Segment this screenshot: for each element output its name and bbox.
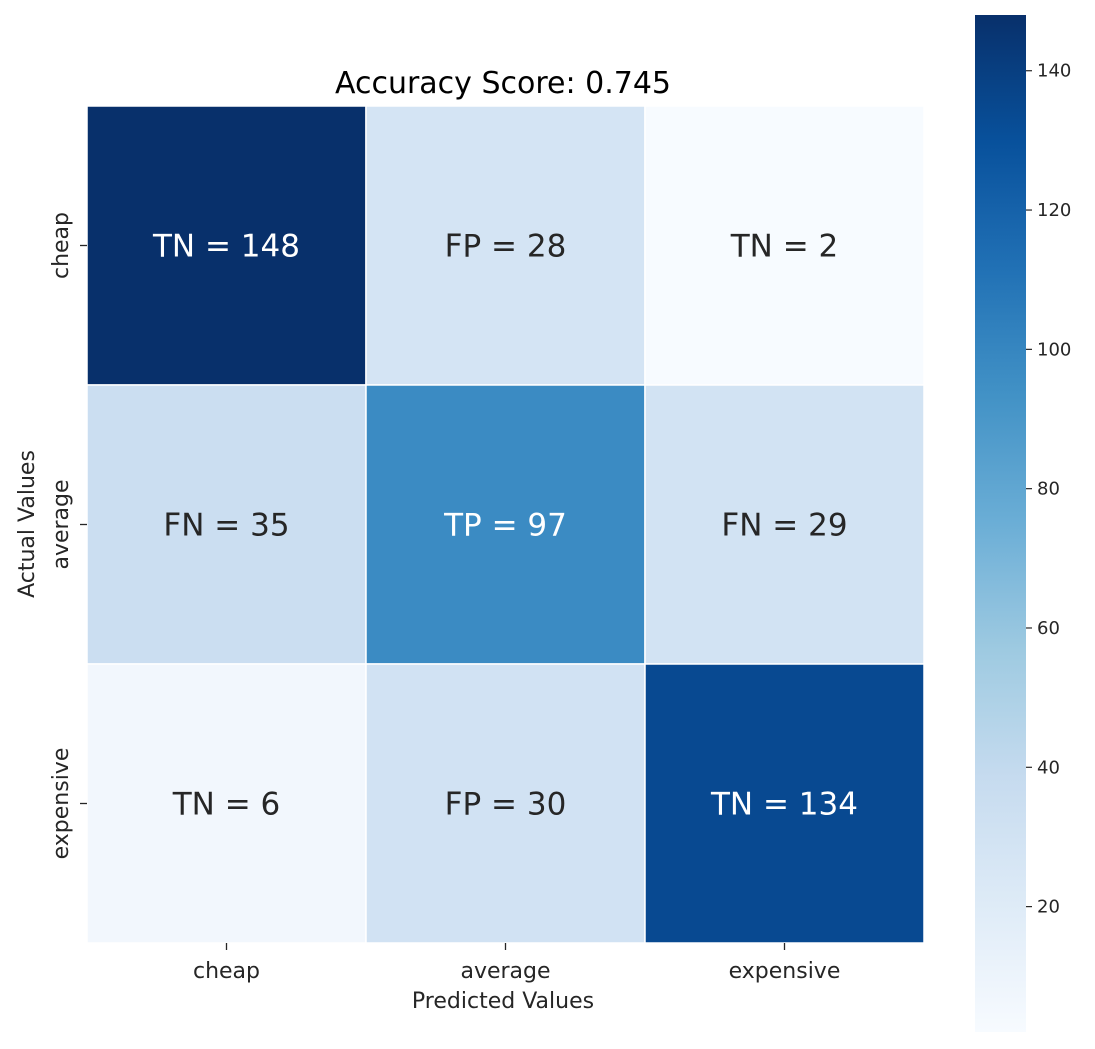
cell-annotation: TN = 6 bbox=[172, 787, 281, 823]
colorbar-tick-label: 60 bbox=[1037, 618, 1060, 639]
colorbar-tick-label: 80 bbox=[1037, 479, 1060, 500]
colorbar-ticks: 20 40 60 80 100 120 140 bbox=[1026, 61, 1071, 918]
colorbar-tick-label: 40 bbox=[1037, 757, 1060, 778]
x-axis-ticks: cheap average expensive bbox=[193, 943, 840, 984]
heatmap-cell bbox=[86, 663, 367, 944]
heatmap-cell bbox=[644, 384, 925, 665]
x-tick-label: average bbox=[460, 959, 550, 984]
heatmap-cell bbox=[365, 663, 646, 944]
y-tick-label: cheap bbox=[49, 212, 74, 279]
cell-annotation: FP = 30 bbox=[445, 787, 567, 823]
heatmap-cell bbox=[644, 105, 925, 386]
y-axis-label: Actual Values bbox=[15, 450, 40, 598]
x-tick-label: expensive bbox=[729, 959, 841, 984]
colorbar-tick-label: 20 bbox=[1037, 897, 1060, 918]
cell-annotation: TN = 148 bbox=[152, 229, 300, 265]
chart-title: Accuracy Score: 0.745 bbox=[335, 66, 671, 101]
y-tick-label: average bbox=[49, 479, 74, 569]
y-axis-ticks: cheap average expensive bbox=[49, 212, 87, 859]
heatmap-cell bbox=[365, 105, 646, 386]
heatmap-cells: TN = 148 FP = 28 TN = 2 FN = 35 TP = 97 FN = … bbox=[86, 105, 925, 944]
y-tick-label: expensive bbox=[49, 748, 74, 860]
cell-annotation: TP = 97 bbox=[443, 508, 567, 544]
heatmap-cell bbox=[86, 105, 367, 386]
cell-annotation: TN = 2 bbox=[730, 229, 839, 265]
cell-annotation: FP = 28 bbox=[445, 229, 567, 265]
colorbar-tick-label: 100 bbox=[1037, 339, 1071, 360]
cell-annotation: TN = 134 bbox=[710, 787, 858, 823]
x-tick-label: cheap bbox=[193, 959, 260, 984]
cell-annotation: FN = 29 bbox=[721, 508, 847, 544]
heatmap-cell bbox=[86, 384, 367, 665]
colorbar-tick-label: 140 bbox=[1037, 61, 1071, 82]
colorbar-tick-label: 120 bbox=[1037, 200, 1071, 221]
cell-annotation: FN = 35 bbox=[163, 508, 289, 544]
x-axis-label: Predicted Values bbox=[412, 989, 594, 1014]
heatmap-cell bbox=[365, 384, 646, 665]
colorbar bbox=[975, 15, 1026, 1032]
